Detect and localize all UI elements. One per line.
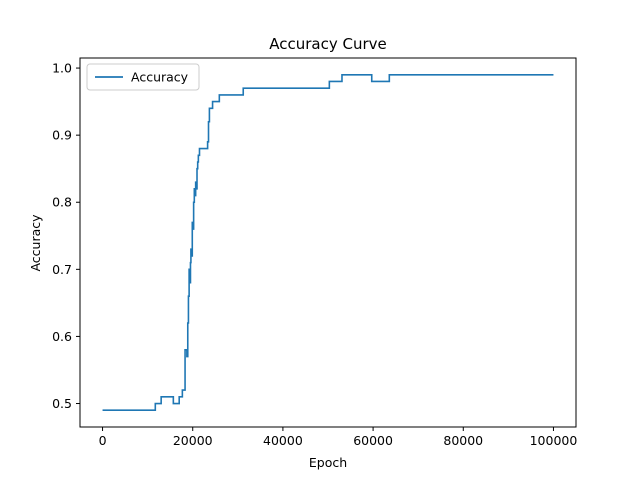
plot-area: [102, 73, 554, 412]
y-tick-label: 0.8: [52, 195, 72, 210]
y-tick-label: 0.9: [52, 128, 72, 143]
x-tick-label: 80000: [443, 433, 483, 448]
axes-frame: [79, 57, 577, 428]
legend: Accuracy: [86, 63, 200, 91]
x-tick-label: 60000: [353, 433, 393, 448]
y-tick-label: 0.7: [52, 262, 72, 277]
y-tick-label: 1.0: [52, 61, 72, 76]
y-tick-label: 0.5: [52, 396, 72, 411]
x-tick-label: 40000: [263, 433, 303, 448]
chart-title: Accuracy Curve: [269, 35, 387, 53]
y-tick-label: 0.6: [52, 329, 72, 344]
x-tick-label: 0: [99, 433, 107, 448]
legend-box: [86, 63, 200, 91]
x-tick-label: 100000: [530, 433, 578, 448]
y-axis-label: Accuracy: [28, 214, 43, 272]
legend-label-accuracy: Accuracy: [131, 70, 189, 85]
x-axis-label: Epoch: [309, 455, 347, 470]
axes: 0 20000 40000 60000 80000 100000 0.5 0.6 0.7 0.8 0…: [52, 57, 578, 448]
x-tick-label: 20000: [173, 433, 213, 448]
series-line-accuracy: [102, 73, 554, 412]
